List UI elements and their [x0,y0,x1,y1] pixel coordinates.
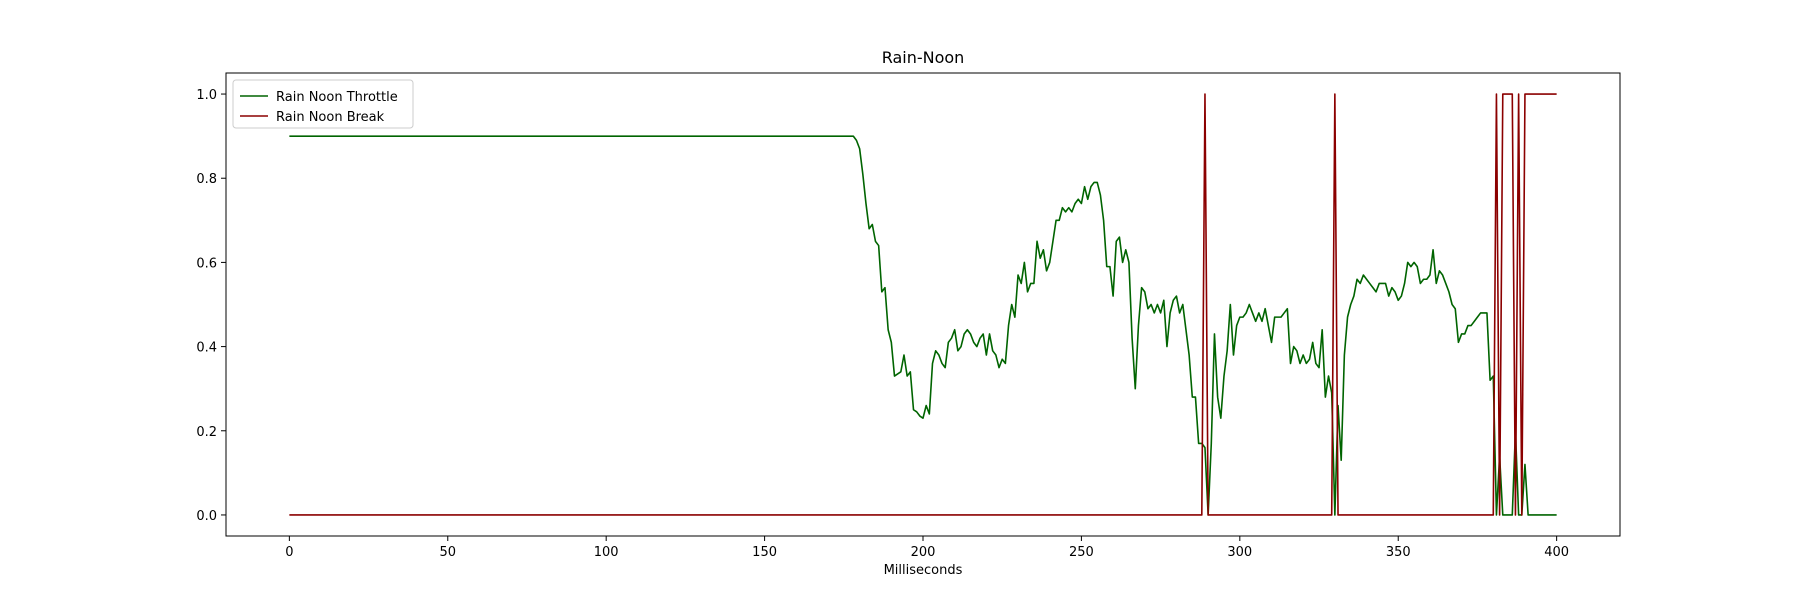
x-axis: 0 50 100 150 200 250 300 350 400 [285,536,1569,560]
x-tick-label: 50 [439,545,456,560]
chart-title: Rain-Noon [882,48,965,67]
y-tick-label: 0.2 [196,425,217,440]
series-line-throttle [289,135,1557,516]
x-tick-label: 350 [1386,545,1411,560]
y-tick-label: 0.6 [196,256,217,271]
y-tick-label: 0.4 [196,341,217,356]
x-axis-label: Milliseconds [884,563,963,578]
legend: Rain Noon Throttle Rain Noon Break [232,79,414,129]
x-tick-label: 300 [1227,545,1252,560]
legend-entry: Rain Noon Break [276,110,385,125]
y-tick-label: 0.8 [196,172,217,187]
legend-box [232,79,414,129]
series-layer [289,93,1557,516]
series-line-break [289,93,1557,516]
y-tick-label: 1.0 [196,88,217,103]
x-tick-label: 100 [594,545,619,560]
x-tick-label: 250 [1069,545,1094,560]
y-tick-label: 0.0 [196,509,217,524]
x-tick-label: 0 [285,545,293,560]
legend-entry: Rain Noon Throttle [276,90,398,105]
x-tick-label: 200 [911,545,936,560]
y-axis: 0.0 0.2 0.4 0.6 0.8 1.0 [196,88,226,524]
x-tick-label: 400 [1544,545,1569,560]
x-tick-label: 150 [752,545,777,560]
